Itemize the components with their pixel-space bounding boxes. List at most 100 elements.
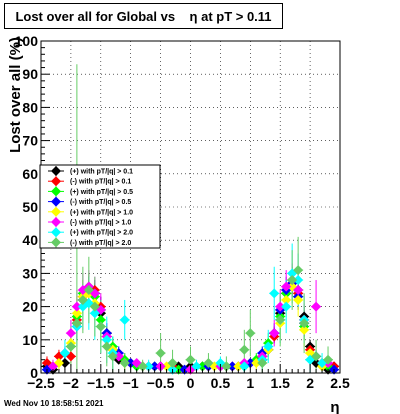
data-point bbox=[101, 334, 112, 345]
x-tick-label: 2 bbox=[306, 375, 314, 391]
data-point bbox=[257, 358, 268, 369]
legend-box bbox=[39, 164, 161, 249]
data-point bbox=[119, 314, 130, 325]
x-tick-label: −2.5 bbox=[27, 375, 55, 391]
data-point bbox=[101, 341, 112, 352]
timestamp: Wed Nov 10 18:58:51 2021 bbox=[4, 399, 104, 408]
legend-label: (-) with pT/|q| > 0.5 bbox=[70, 199, 131, 206]
data-point bbox=[293, 275, 304, 286]
x-tick-label: −1 bbox=[123, 375, 139, 391]
chart-title: Lost over all for Global vs η at pT > 0.… bbox=[4, 3, 283, 29]
legend-label: (+) with pT/|q| > 0.5 bbox=[70, 189, 133, 196]
data-point bbox=[299, 324, 310, 335]
y-tick-label: 40 bbox=[22, 232, 38, 248]
legend: (+) with pT/|q| > 0.1 (-) with pT/|q| > 0… bbox=[39, 164, 161, 249]
y-axis-label: Lost over all (%) bbox=[7, 37, 24, 153]
data-point bbox=[275, 301, 286, 312]
data-point bbox=[293, 265, 304, 276]
y-tick-label: 90 bbox=[22, 66, 38, 82]
data-point bbox=[71, 308, 82, 319]
x-tick-label: 0.5 bbox=[211, 375, 231, 391]
x-axis-label: η bbox=[330, 399, 339, 414]
x-tick-label: −0.5 bbox=[147, 375, 175, 391]
data-point bbox=[269, 288, 280, 299]
data-point bbox=[59, 358, 70, 369]
data-point bbox=[269, 328, 280, 339]
data-point bbox=[221, 361, 232, 372]
legend-label: (-) with pT/|q| > 0.1 bbox=[70, 179, 131, 186]
data-point bbox=[137, 361, 148, 372]
data-point bbox=[143, 361, 154, 372]
data-point bbox=[245, 328, 256, 339]
x-tick-label: 1.5 bbox=[270, 375, 290, 391]
y-tick-label: 30 bbox=[22, 265, 38, 281]
data-point bbox=[293, 294, 304, 305]
data-point bbox=[77, 294, 88, 305]
data-point bbox=[125, 358, 136, 369]
data-point bbox=[191, 361, 202, 372]
data-point bbox=[149, 361, 160, 372]
data-point bbox=[185, 354, 196, 365]
x-tick-label: 2.5 bbox=[330, 375, 350, 391]
x-tick-label: 0 bbox=[187, 375, 195, 391]
legend-label: (+) with pT/|q| > 1.0 bbox=[70, 209, 133, 216]
legend-marker bbox=[51, 186, 61, 197]
data-point bbox=[203, 358, 214, 369]
data-point bbox=[71, 318, 82, 329]
data-point bbox=[311, 301, 322, 312]
y-tick-label: 20 bbox=[22, 299, 38, 315]
data-point bbox=[107, 351, 118, 362]
data-point bbox=[239, 361, 250, 372]
data-point bbox=[65, 341, 76, 352]
data-point bbox=[71, 301, 82, 312]
y-tick-labels: 0 10 20 30 40 50 60 70 80 90 100 bbox=[15, 33, 39, 381]
data-point bbox=[89, 301, 100, 312]
data-point bbox=[311, 351, 322, 362]
legend-label: (-) with pT/|q| > 2.0 bbox=[70, 240, 131, 247]
data-point bbox=[83, 285, 94, 295]
data-point bbox=[95, 321, 106, 332]
legend-marker bbox=[51, 196, 61, 207]
data-point bbox=[281, 294, 292, 305]
y-tick-label: 70 bbox=[22, 133, 38, 149]
data-point bbox=[287, 275, 298, 286]
data-point bbox=[59, 348, 70, 359]
x-tick-label: −2 bbox=[63, 375, 79, 391]
legend-label: (+) with pT/|q| > 0.1 bbox=[70, 169, 133, 176]
legend-marker bbox=[51, 237, 61, 248]
legend-marker bbox=[51, 217, 61, 227]
x-tick-labels: −2.5 −2 −1.5 −1 −0.5 0 0.5 1 1.5 2 2.5 bbox=[27, 375, 350, 391]
y-tick-label: 10 bbox=[22, 332, 38, 348]
y-tick-label: 60 bbox=[22, 166, 38, 182]
y-tick-label: 100 bbox=[15, 33, 39, 49]
data-point bbox=[281, 301, 292, 312]
data-point bbox=[89, 308, 100, 319]
data-point bbox=[293, 285, 304, 295]
legend-marker bbox=[51, 176, 61, 187]
data-point bbox=[155, 348, 166, 359]
data-point bbox=[119, 358, 130, 369]
data-point bbox=[47, 361, 58, 372]
y-tick-label: 80 bbox=[22, 99, 38, 115]
x-tick-label: −1.5 bbox=[87, 375, 115, 391]
data-point bbox=[323, 354, 334, 365]
data-point bbox=[239, 344, 250, 355]
data-point bbox=[299, 318, 310, 329]
x-tick-label: 1 bbox=[246, 375, 254, 391]
data-point bbox=[65, 328, 76, 339]
legend-marker bbox=[51, 206, 61, 217]
data-point bbox=[227, 361, 238, 372]
data-point bbox=[95, 314, 106, 325]
legend-label: (-) with pT/|q| > 1.0 bbox=[70, 220, 131, 227]
y-tick-label: 50 bbox=[22, 199, 38, 215]
data-markers bbox=[41, 265, 340, 375]
data-point bbox=[263, 341, 274, 352]
legend-marker bbox=[51, 227, 61, 238]
legend-label: (+) with pT/|q| > 2.0 bbox=[70, 230, 133, 237]
data-point bbox=[167, 358, 178, 369]
data-point bbox=[275, 314, 286, 325]
y-tick-label: 0 bbox=[30, 365, 38, 381]
data-point bbox=[281, 281, 292, 292]
legend-marker bbox=[51, 166, 61, 176]
